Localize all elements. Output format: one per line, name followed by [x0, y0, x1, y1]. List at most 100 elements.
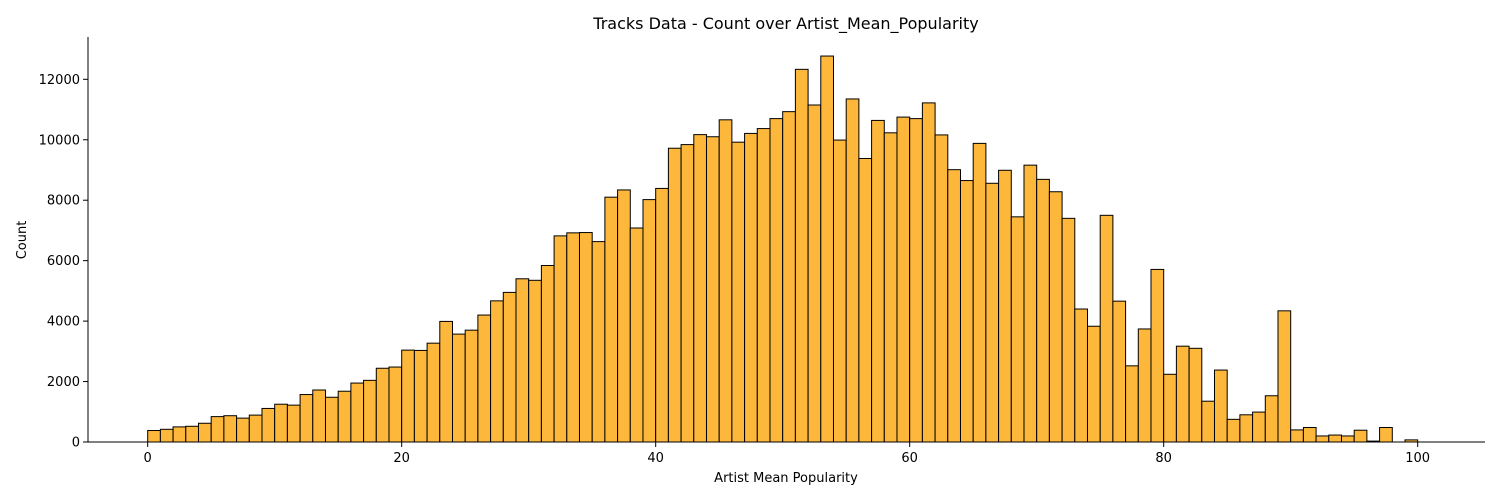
histogram-bar — [1379, 426, 1393, 443]
histogram-bar — [502, 291, 517, 443]
histogram-bar — [1099, 214, 1114, 443]
histogram-bar — [985, 182, 1000, 443]
histogram-bar — [515, 278, 530, 443]
histogram-bar — [934, 134, 949, 443]
y-axis-ticks: 0 2000 4000 6000 8000 10000 12000 — [39, 73, 88, 451]
histogram-bar — [947, 169, 961, 443]
y-tick-label: 0 — [72, 436, 80, 451]
histogram-bar — [363, 379, 377, 443]
x-axis-title: Artist Mean Popularity — [714, 471, 858, 486]
histogram-bar — [350, 382, 365, 443]
histogram-bar — [1226, 418, 1241, 443]
y-tick-label: 6000 — [47, 254, 80, 269]
histogram-bar — [553, 235, 568, 443]
histogram-bar — [312, 389, 326, 443]
histogram-bar — [591, 241, 606, 443]
histogram-bar — [1137, 328, 1152, 443]
histogram-bars — [147, 55, 1419, 443]
histogram-bar — [337, 390, 352, 443]
histogram-bar — [1074, 308, 1088, 443]
y-axis-title: Count — [15, 221, 30, 260]
histogram-bar — [388, 366, 403, 443]
histogram-bar — [959, 180, 974, 443]
y-tick-label: 2000 — [47, 375, 80, 390]
histogram-bar — [147, 430, 161, 443]
histogram-bar — [1175, 345, 1190, 443]
histogram-bar — [832, 139, 847, 443]
histogram-bar — [236, 417, 250, 443]
histogram-bar — [1213, 369, 1228, 443]
histogram-bar — [896, 116, 911, 443]
histogram-bar — [413, 349, 428, 443]
histogram-bar — [807, 104, 822, 443]
histogram-bar — [858, 158, 873, 443]
histogram-bar — [185, 425, 199, 443]
x-tick-label: 80 — [1155, 451, 1172, 466]
histogram-bar — [1264, 395, 1279, 443]
histogram-bar — [820, 55, 834, 443]
histogram-bar — [883, 132, 898, 443]
histogram-bar — [693, 134, 707, 443]
histogram-bar — [794, 68, 809, 443]
histogram-bar — [718, 119, 733, 443]
histogram-bar — [909, 118, 923, 443]
histogram-bar — [655, 187, 669, 443]
histogram-bar — [286, 404, 301, 443]
histogram-bar — [1277, 310, 1292, 443]
histogram-bar — [782, 111, 796, 443]
histogram-bar — [1353, 429, 1368, 443]
histogram-bar — [464, 329, 479, 443]
histogram-bar — [1252, 411, 1266, 443]
histogram-bar — [1239, 414, 1254, 443]
histogram-bar — [1125, 365, 1139, 443]
histogram-bar — [1188, 347, 1203, 443]
histogram-bar — [1201, 400, 1215, 443]
y-tick-label: 4000 — [47, 315, 80, 330]
histogram-bar — [705, 136, 720, 443]
histogram-bar — [197, 422, 212, 443]
histogram-bar — [451, 333, 466, 443]
x-axis-ticks: 0 20 40 60 80 100 — [144, 442, 1430, 466]
histogram-bar — [210, 416, 225, 443]
histogram-bar — [998, 169, 1012, 443]
histogram-bar — [1315, 435, 1330, 443]
histogram-bar — [439, 320, 453, 443]
histogram-bar — [490, 300, 504, 443]
histogram-bar — [1150, 268, 1165, 443]
histogram-bar — [477, 314, 492, 443]
histogram-bar — [566, 232, 580, 443]
histogram-bar — [1290, 429, 1304, 443]
histogram-bar — [642, 199, 657, 443]
histogram-bar — [667, 147, 682, 443]
histogram-bar — [1112, 300, 1127, 443]
y-tick-label: 10000 — [39, 133, 80, 148]
histogram-bar — [871, 119, 885, 443]
histogram-bar — [1036, 178, 1050, 443]
histogram-bar — [578, 232, 593, 443]
chart-title: Tracks Data - Count over Artist_Mean_Pop… — [592, 14, 978, 34]
histogram-bar — [604, 196, 619, 443]
histogram-bar — [769, 118, 784, 443]
histogram-bar — [223, 415, 238, 443]
histogram-bar — [921, 102, 936, 443]
y-tick-label: 8000 — [47, 194, 80, 209]
histogram-bar — [1086, 325, 1101, 443]
histogram-bar — [274, 403, 288, 443]
histogram-bar — [1010, 216, 1025, 443]
histogram-bar — [680, 144, 695, 443]
histogram-bar — [528, 279, 542, 443]
histogram-bar — [248, 414, 263, 443]
histogram-bar — [1302, 426, 1317, 443]
histogram-bar — [1023, 164, 1038, 443]
histogram-bar — [426, 342, 441, 443]
histogram-bar — [1328, 434, 1342, 443]
histogram-bar — [540, 264, 555, 443]
histogram-bar — [261, 407, 276, 443]
histogram-bar — [744, 132, 758, 443]
histogram-bar — [1061, 217, 1076, 443]
x-tick-label: 0 — [144, 451, 152, 466]
x-tick-label: 100 — [1405, 451, 1430, 466]
histogram-bar — [756, 128, 771, 443]
histogram-bar — [617, 189, 631, 443]
